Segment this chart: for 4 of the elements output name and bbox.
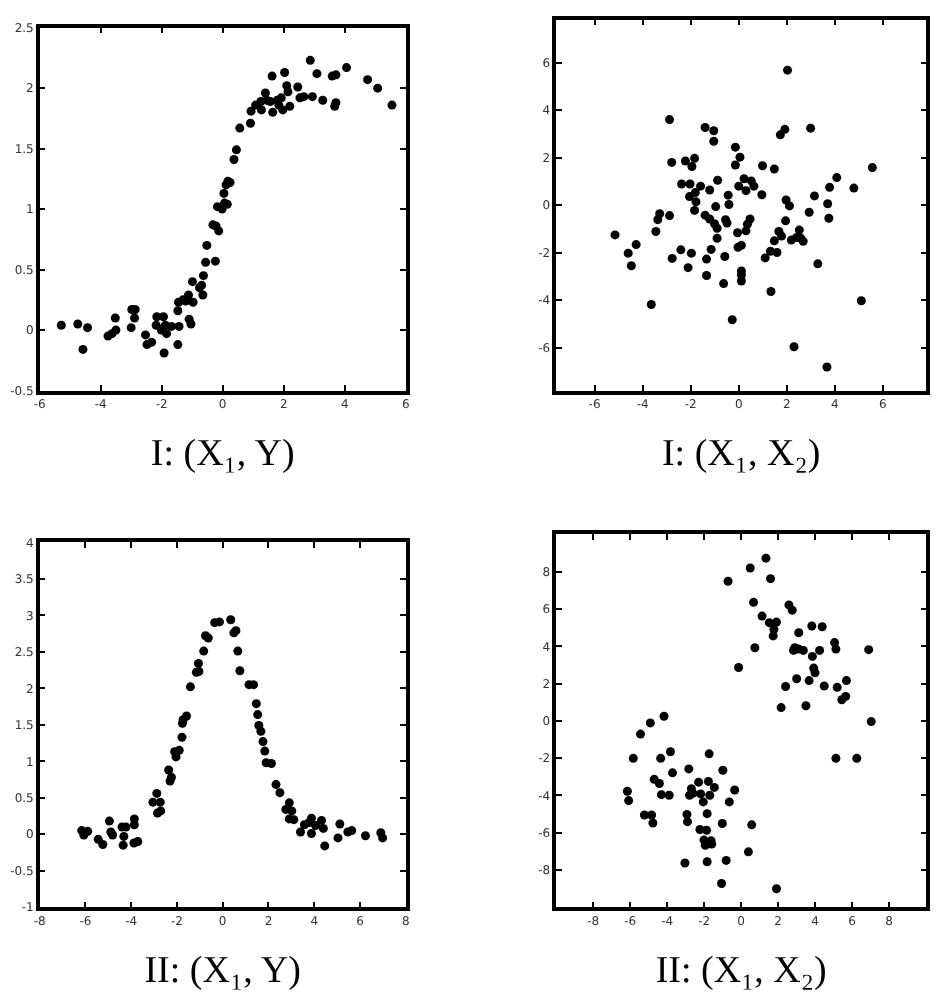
x-axis-title: II: (X₁, Y) (144, 949, 301, 992)
x-axis-title: I: (X₁, Y) (150, 433, 295, 476)
x-axis-title: I: (X₁, X₂) (661, 433, 821, 476)
x-axis-title: II: (X₁, X₂) (655, 949, 827, 992)
